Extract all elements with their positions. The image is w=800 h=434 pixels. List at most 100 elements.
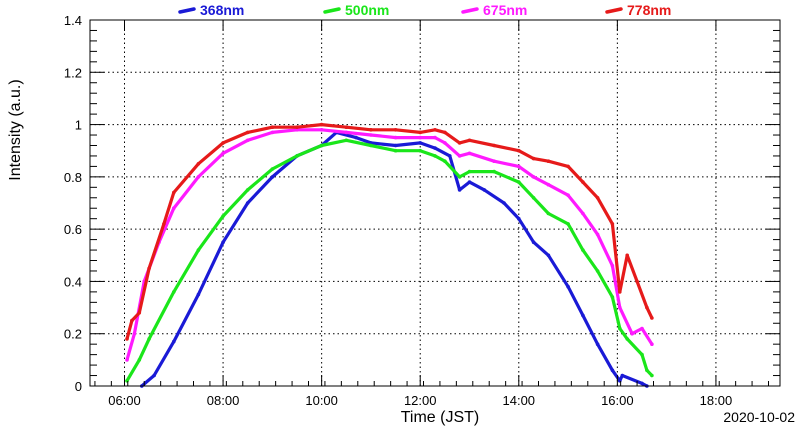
data-point-778nm — [566, 164, 570, 169]
data-point-500nm — [295, 154, 299, 158]
data-point-778nm — [433, 128, 437, 132]
data-point-778nm — [492, 143, 496, 148]
data-point-368nm — [517, 216, 521, 221]
data-point-368nm — [152, 373, 156, 378]
data-point-778nm — [137, 311, 142, 315]
data-point-675nm — [319, 128, 324, 132]
data-point-778nm — [270, 125, 275, 129]
data-point-675nm — [125, 358, 129, 362]
data-point-778nm — [393, 128, 398, 132]
data-point-368nm — [546, 253, 551, 258]
data-point-500nm — [137, 358, 142, 362]
data-point-778nm — [319, 122, 324, 127]
legend-label-675nm: 675nm — [483, 2, 527, 18]
data-point-368nm — [610, 368, 615, 373]
legend-label-500nm: 500nm — [345, 2, 389, 18]
data-point-368nm — [467, 180, 472, 184]
data-point-675nm — [531, 175, 536, 179]
data-point-778nm — [467, 138, 472, 143]
data-point-778nm — [369, 128, 373, 132]
data-point-500nm — [147, 337, 151, 341]
data-point-675nm — [492, 159, 496, 163]
data-point-675nm — [393, 135, 398, 140]
data-point-675nm — [172, 206, 176, 210]
data-point-368nm — [502, 201, 506, 205]
y-tick-label: 1.4 — [64, 13, 82, 28]
data-point-675nm — [517, 164, 521, 169]
data-point-500nm — [610, 295, 615, 299]
data-point-500nm — [517, 180, 521, 184]
data-point-675nm — [196, 175, 201, 179]
plot-frame — [89, 19, 781, 387]
data-point-500nm — [196, 248, 201, 252]
data-point-500nm — [546, 211, 551, 216]
y-tick-label: 0.2 — [64, 327, 82, 342]
data-point-368nm — [393, 143, 398, 148]
data-point-778nm — [517, 148, 521, 153]
data-point-675nm — [595, 232, 600, 237]
data-point-778nm — [595, 196, 600, 200]
data-point-675nm — [581, 211, 585, 216]
data-point-675nm — [467, 151, 472, 156]
data-point-778nm — [147, 266, 151, 271]
data-point-500nm — [393, 148, 398, 153]
x-tick-label: 18:00 — [700, 393, 733, 408]
data-point-675nm — [433, 135, 437, 140]
date-label: 2020-10-02 — [723, 409, 795, 425]
plot-background — [90, 20, 780, 386]
data-point-778nm — [295, 125, 299, 129]
data-point-675nm — [640, 326, 644, 331]
data-point-500nm — [581, 248, 585, 252]
legend-swatch-500nm — [323, 7, 341, 14]
legend-swatch-675nm — [461, 7, 479, 14]
data-point-368nm — [640, 381, 644, 386]
data-point-500nm — [566, 222, 570, 226]
legend: 368nm 500nm 675nm 778nm — [178, 2, 671, 18]
data-point-675nm — [344, 130, 349, 135]
data-point-778nm — [344, 125, 349, 129]
data-point-778nm — [581, 180, 585, 184]
x-tick-label: 16:00 — [601, 393, 634, 408]
data-point-675nm — [369, 133, 373, 137]
tick-labels: 06:00 08:00 10:00 12:00 14:00 16:00 18:00 0 0.2 0… — [64, 13, 732, 408]
x-tick-label: 10:00 — [305, 393, 338, 408]
data-point-778nm — [650, 316, 654, 320]
data-point-675nm — [610, 263, 615, 268]
data-point-778nm — [546, 159, 551, 163]
data-point-500nm — [640, 352, 644, 357]
data-point-368nm — [531, 240, 536, 244]
data-point-778nm — [457, 141, 462, 145]
x-tick-label: 08:00 — [207, 393, 240, 408]
data-point-675nm — [245, 138, 250, 143]
data-point-368nm — [448, 154, 452, 158]
data-point-675nm — [650, 342, 654, 347]
data-point-675nm — [270, 130, 275, 135]
data-point-778nm — [125, 337, 129, 341]
data-point-368nm — [245, 201, 250, 205]
data-point-500nm — [595, 269, 600, 273]
y-axis-title: Intensity (a.u.) — [7, 79, 24, 180]
data-point-675nm — [295, 128, 299, 132]
y-tick-label: 0.6 — [64, 222, 82, 237]
data-point-778nm — [196, 162, 201, 166]
data-point-368nm — [581, 313, 585, 318]
data-point-368nm — [457, 188, 462, 192]
data-point-778nm — [618, 290, 622, 294]
data-point-500nm — [172, 290, 176, 294]
series-layer — [125, 122, 654, 388]
data-point-778nm — [245, 130, 250, 135]
data-point-500nm — [369, 143, 373, 148]
data-point-778nm — [625, 253, 629, 258]
data-point-500nm — [618, 326, 622, 331]
data-point-778nm — [645, 305, 649, 310]
data-point-675nm — [132, 331, 137, 336]
x-tick-label: 14:00 — [503, 393, 536, 408]
y-tick-label: 1 — [75, 118, 82, 133]
data-point-500nm — [650, 373, 654, 378]
data-point-675nm — [457, 154, 462, 158]
legend-swatch-778nm — [605, 7, 623, 14]
data-point-368nm — [172, 339, 176, 344]
data-point-778nm — [443, 130, 447, 135]
data-point-500nm — [443, 159, 447, 163]
